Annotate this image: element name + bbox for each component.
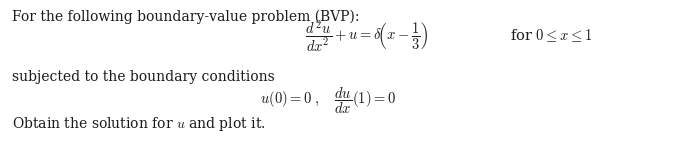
Text: for $0 \leq x \leq 1$: for $0 \leq x \leq 1$ bbox=[510, 28, 592, 45]
Text: Obtain the solution for $u$ and plot it.: Obtain the solution for $u$ and plot it. bbox=[12, 115, 265, 133]
Text: subjected to the boundary conditions: subjected to the boundary conditions bbox=[12, 70, 274, 84]
Text: For the following boundary-value problem (BVP):: For the following boundary-value problem… bbox=[12, 10, 360, 24]
Text: $\dfrac{d^{\,2}u}{dx^2} + u = \delta\!\left(x - \dfrac{1}{3}\right)$: $\dfrac{d^{\,2}u}{dx^2} + u = \delta\!\l… bbox=[305, 18, 428, 54]
Text: $u(0) = 0\ ,\quad \dfrac{du}{dx}(1) = 0$: $u(0) = 0\ ,\quad \dfrac{du}{dx}(1) = 0$ bbox=[260, 86, 396, 116]
